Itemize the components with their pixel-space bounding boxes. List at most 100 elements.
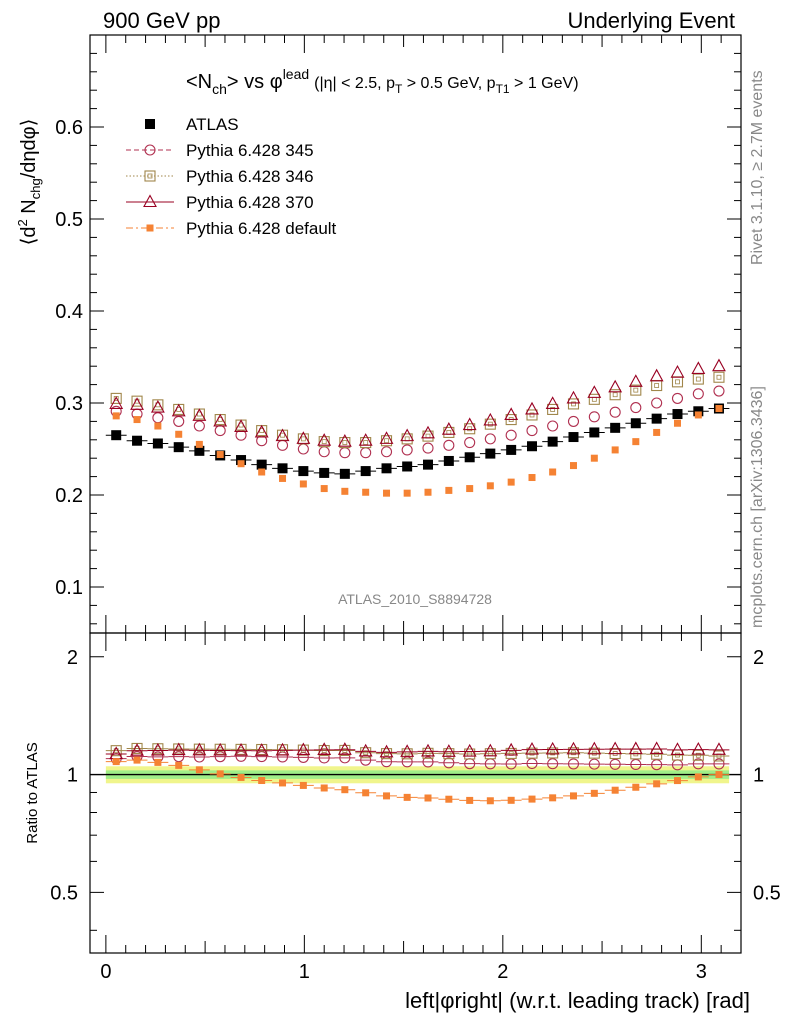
- data-point: [214, 414, 226, 426]
- y-tick-label: 0.1: [55, 577, 83, 599]
- ratio-point: [545, 741, 560, 755]
- ratio-point: [692, 749, 704, 761]
- data-point: [214, 425, 226, 437]
- data-point: [651, 379, 663, 392]
- series-pythia-6-428-346: [110, 371, 725, 449]
- ratio-point: [175, 761, 183, 769]
- legend-item: ATLAS: [145, 115, 239, 134]
- data-point: [443, 455, 454, 466]
- ratio-y-tick-label-right: 0.5: [753, 882, 781, 904]
- data-point: [608, 379, 623, 393]
- data-point: [651, 397, 663, 409]
- data-point: [464, 452, 475, 463]
- data-point: [339, 468, 350, 479]
- title-main-sup: lead: [283, 66, 309, 82]
- data-point: [672, 409, 683, 420]
- data-point: [380, 446, 393, 458]
- data-point: [362, 488, 370, 496]
- data-point: [277, 463, 288, 474]
- ratio-point: [337, 742, 352, 755]
- data-point: [195, 440, 203, 448]
- data-point: [296, 431, 311, 444]
- legend-item: Pythia 6.428 345: [126, 141, 314, 160]
- y-tick-label: 0.3: [55, 393, 83, 415]
- ratio-point: [150, 742, 165, 756]
- ratio-point: [424, 794, 432, 802]
- data-point: [694, 411, 702, 419]
- x-tick-label: 0: [100, 961, 111, 983]
- data-point: [109, 396, 124, 409]
- legend-item: Pythia 6.428 default: [126, 219, 337, 238]
- ratio-y-tick-label-right: 1: [753, 765, 764, 787]
- x-axis-label: left|φright| (w.r.t. leading track) [rad…: [405, 988, 750, 1013]
- data-point: [173, 403, 185, 415]
- ratio-point: [360, 754, 372, 766]
- ratio-point: [649, 741, 664, 755]
- ratio-x-axis: [105, 633, 722, 953]
- data-point: [525, 401, 539, 415]
- legend-marker: [146, 224, 154, 232]
- analysis-label: ATLAS_2010_S8894728: [338, 591, 492, 607]
- ratio-point: [673, 777, 681, 785]
- data-point: [423, 459, 434, 470]
- data-point: [630, 402, 642, 414]
- ratio-point: [339, 744, 351, 756]
- data-point: [402, 461, 413, 472]
- ratio-point: [507, 796, 515, 804]
- data-point: [589, 427, 600, 438]
- ratio-point: [403, 793, 411, 801]
- data-point: [651, 413, 662, 424]
- ratio-point: [443, 757, 455, 769]
- title-main-sub: ch: [212, 81, 227, 97]
- ratio-point: [670, 742, 685, 755]
- data-point: [152, 438, 163, 449]
- data-point: [671, 376, 684, 388]
- data-point: [379, 431, 394, 444]
- data-point: [424, 488, 432, 496]
- data-point: [360, 447, 372, 459]
- title-cuts-sub2: T1: [496, 82, 510, 96]
- data-point: [609, 406, 621, 418]
- data-point: [466, 485, 474, 493]
- data-point: [611, 446, 619, 454]
- y-tick-label: 0.5: [55, 209, 83, 231]
- legend-marker: [143, 194, 157, 208]
- title-cuts-sub1: T: [395, 82, 403, 96]
- x-tick-label: 3: [696, 961, 707, 983]
- y-tick-label: 0.2: [55, 485, 83, 507]
- data-point: [380, 435, 393, 447]
- data-point: [234, 419, 248, 432]
- data-point: [421, 425, 435, 439]
- data-point: [256, 425, 268, 437]
- data-point: [545, 396, 560, 409]
- ratio-point: [466, 796, 474, 804]
- title-cuts-open: (|η| < 2.5, p: [314, 75, 395, 92]
- ratio-point: [237, 773, 245, 781]
- main-y-axis-label: ⟨d2 Nchg/dηdφ⟩: [15, 119, 43, 246]
- data-point: [506, 444, 517, 455]
- data-point: [173, 442, 184, 453]
- ratio-point: [379, 744, 394, 758]
- ratio-point: [400, 744, 415, 757]
- data-point: [649, 368, 664, 382]
- ratio-point: [296, 742, 311, 756]
- data-point: [670, 364, 685, 378]
- ratio-point: [383, 792, 391, 800]
- data-point: [712, 358, 726, 372]
- data-point: [173, 415, 185, 427]
- data-point: [193, 420, 205, 432]
- data-point: [422, 442, 434, 454]
- data-point: [441, 422, 456, 435]
- data-point: [547, 436, 558, 447]
- ratio-point: [611, 786, 619, 794]
- data-point: [194, 445, 205, 456]
- ratio-y-axis-label: Ratio to ATLAS: [24, 742, 41, 843]
- data-point: [298, 466, 309, 477]
- data-point: [130, 397, 144, 410]
- data-point: [547, 403, 559, 415]
- title-main-rest: > vs φ: [227, 71, 283, 93]
- data-point: [671, 392, 684, 404]
- data-point: [713, 385, 725, 397]
- ratio-y-tick-label: 0.5: [50, 882, 78, 904]
- ratio-point: [630, 758, 642, 771]
